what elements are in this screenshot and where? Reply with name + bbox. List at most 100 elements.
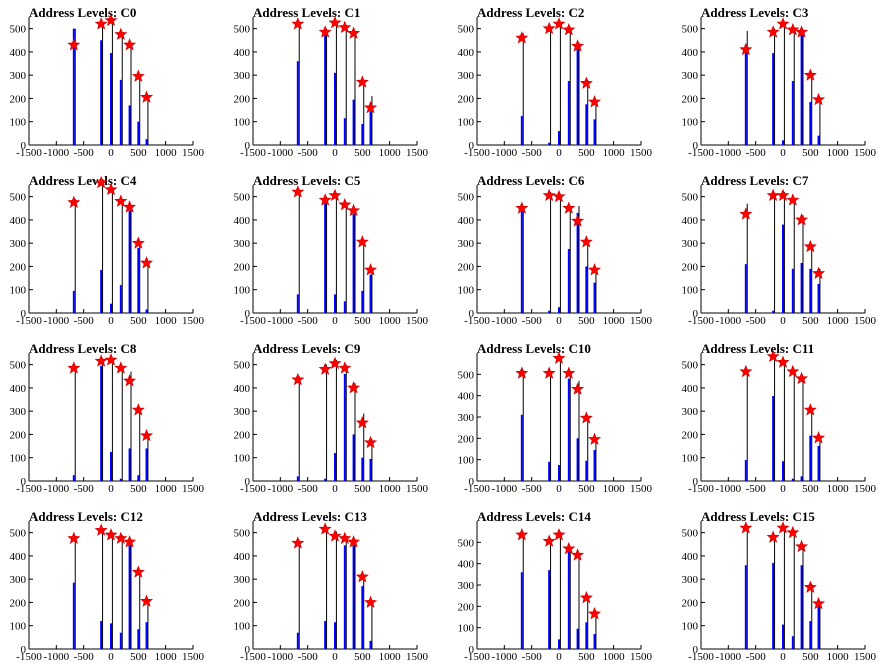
star-marker	[104, 182, 118, 196]
y-tick-label: 500	[10, 360, 27, 372]
star-marker	[328, 356, 342, 369]
star-marker	[131, 403, 145, 416]
y-tick-label: 0	[245, 476, 251, 488]
x-tick-label: 1500	[182, 315, 205, 327]
star-marker	[739, 42, 753, 56]
x-tick-label: 1000	[827, 483, 850, 495]
star-marker	[579, 235, 593, 248]
star-marker	[562, 541, 576, 555]
chart-title: Address Levels: C9	[253, 341, 361, 356]
star-marker	[328, 529, 342, 542]
chart-plot: 0 100 200 300 400 500 -1500 -1000 -500 0 500 1000 15…	[234, 521, 429, 663]
chart-plot: 0 100 200 300 400 500 -1500 -1000 -500 0 500 1000 15…	[458, 521, 653, 663]
chart-plot: 0 100 200 300 400 500 -1500 -1000 -500 0 500 1000 15…	[682, 349, 877, 495]
chart-plot: 0 100 200 300 400 500 -1500 -1000 -500 0 500 1000 15…	[234, 353, 429, 495]
y-tick-label: 400	[234, 551, 251, 563]
star-marker	[776, 188, 790, 201]
x-tick-label: -1000	[43, 483, 69, 495]
chart-plot: 0 100 200 300 400 500 -1500 -1000 -500 0 500 1000 15…	[682, 17, 877, 159]
x-tick-label: 0	[332, 651, 338, 663]
y-tick-label: 500	[234, 528, 251, 540]
y-tick-label: 400	[458, 559, 475, 571]
star-marker	[114, 194, 128, 207]
star-marker	[786, 193, 800, 206]
star-marker	[542, 188, 556, 201]
y-tick-label: 200	[682, 261, 699, 273]
x-tick-label: 1500	[182, 651, 205, 663]
chart-title: Address Levels: C11	[701, 341, 815, 356]
x-tick-label: 0	[556, 483, 562, 495]
y-tick-label: 400	[682, 215, 699, 227]
star-marker	[347, 26, 361, 39]
y-tick-label: 100	[10, 117, 27, 129]
y-tick-label: 100	[458, 117, 475, 129]
x-tick-label: 1500	[630, 483, 653, 495]
star-marker	[803, 239, 817, 253]
y-tick-label: 200	[682, 429, 699, 441]
x-tick-label: 1000	[155, 483, 178, 495]
x-tick-label: 0	[556, 651, 562, 663]
y-tick-label: 200	[10, 429, 27, 441]
x-tick-label: -1000	[715, 483, 741, 495]
x-tick-label: -500	[746, 147, 767, 159]
star-marker	[131, 236, 145, 249]
y-tick-label: 200	[682, 93, 699, 105]
x-tick-label: -1000	[267, 315, 293, 327]
y-tick-label: 200	[458, 261, 475, 273]
chart-panel: Address Levels: C3 0 100 200 300 400 500 -1500-…	[672, 0, 896, 168]
chart-title: Address Levels: C6	[477, 173, 585, 188]
y-tick-label: 100	[10, 621, 27, 633]
x-tick-label: -500	[746, 315, 767, 327]
star-marker	[131, 565, 145, 578]
x-tick-label: -1500	[16, 315, 42, 327]
x-tick-label: 1000	[155, 651, 178, 663]
star-marker	[318, 522, 332, 535]
y-tick-label: 500	[10, 192, 27, 204]
x-tick-label: -1500	[16, 651, 42, 663]
y-tick-label: 200	[234, 597, 251, 609]
chart-plot: 0 100 200 300 400 500 -1500 -1000 -500 0 500 1000 15…	[234, 16, 429, 159]
x-tick-label: -1500	[688, 483, 714, 495]
star-marker	[739, 207, 753, 220]
star-marker	[347, 203, 361, 217]
y-tick-label: 400	[458, 47, 475, 59]
star-marker	[347, 381, 361, 394]
y-tick-label: 100	[458, 455, 475, 467]
chart-plot: 0 100 200 300 400 500 -1500 -1000 -500 0 500 1000 15…	[458, 185, 653, 327]
star-marker	[140, 256, 154, 269]
star-marker	[776, 521, 790, 534]
y-tick-label: 300	[458, 412, 475, 424]
x-tick-label: -1000	[491, 651, 517, 663]
star-marker	[67, 38, 81, 51]
chart-title: Address Levels: C0	[29, 5, 137, 20]
chart-panel: Address Levels: C5 0 100 200 300 400 500 -1500-…	[224, 168, 448, 336]
star-marker	[542, 21, 556, 35]
x-tick-label: -1500	[464, 483, 490, 495]
x-tick-label: -1000	[43, 651, 69, 663]
y-tick-label: 0	[469, 644, 475, 656]
chart-plot: 0 100 200 300 400 500 -1500 -1000 -500 0 500 1000 15…	[458, 17, 653, 159]
star-marker	[338, 20, 352, 33]
star-marker	[123, 374, 137, 387]
x-tick-label: -1500	[240, 651, 266, 663]
chart-panel: Address Levels: C14 0 100 200 300 400 500 -1500…	[448, 504, 672, 672]
y-tick-label: 400	[234, 383, 251, 395]
x-tick-label: -1500	[240, 147, 266, 159]
star-marker	[795, 25, 809, 38]
x-tick-label: 0	[332, 315, 338, 327]
chart-panel: Address Levels: C4 0 100 200 300 400 500 -1500-…	[0, 168, 224, 336]
x-tick-label: -500	[298, 315, 319, 327]
star-marker	[338, 197, 352, 211]
x-tick-label: 1500	[854, 483, 877, 495]
x-tick-label: 0	[556, 147, 562, 159]
y-tick-label: 300	[234, 406, 251, 418]
x-tick-label: 0	[780, 147, 786, 159]
star-marker	[140, 594, 154, 607]
star-marker	[571, 382, 585, 395]
x-tick-label: 500	[578, 483, 595, 495]
star-marker	[94, 523, 108, 536]
x-tick-label: 1000	[603, 483, 626, 495]
star-marker	[795, 539, 809, 553]
star-marker	[355, 75, 369, 88]
